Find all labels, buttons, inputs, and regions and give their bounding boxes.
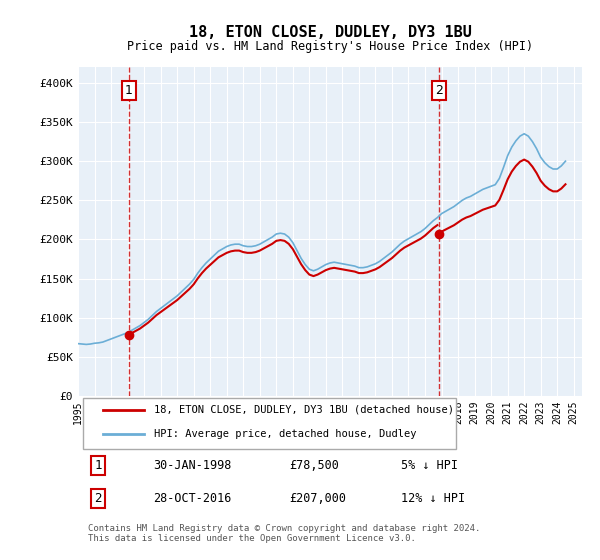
Text: HPI: Average price, detached house, Dudley: HPI: Average price, detached house, Dudl… (154, 430, 416, 440)
Text: 1: 1 (125, 84, 133, 97)
Text: 12% ↓ HPI: 12% ↓ HPI (401, 492, 464, 505)
Text: 18, ETON CLOSE, DUDLEY, DY3 1BU: 18, ETON CLOSE, DUDLEY, DY3 1BU (188, 25, 472, 40)
Text: 28-OCT-2016: 28-OCT-2016 (154, 492, 232, 505)
Text: £78,500: £78,500 (290, 459, 340, 472)
Text: 5% ↓ HPI: 5% ↓ HPI (401, 459, 458, 472)
Text: 1: 1 (94, 459, 102, 472)
Text: 2: 2 (435, 84, 443, 97)
Text: £207,000: £207,000 (290, 492, 347, 505)
Text: Price paid vs. HM Land Registry's House Price Index (HPI): Price paid vs. HM Land Registry's House … (127, 40, 533, 53)
Text: 2: 2 (94, 492, 102, 505)
Text: 18, ETON CLOSE, DUDLEY, DY3 1BU (detached house): 18, ETON CLOSE, DUDLEY, DY3 1BU (detache… (154, 405, 454, 415)
FancyBboxPatch shape (83, 398, 456, 449)
Text: Contains HM Land Registry data © Crown copyright and database right 2024.
This d: Contains HM Land Registry data © Crown c… (88, 524, 481, 543)
Text: 30-JAN-1998: 30-JAN-1998 (154, 459, 232, 472)
